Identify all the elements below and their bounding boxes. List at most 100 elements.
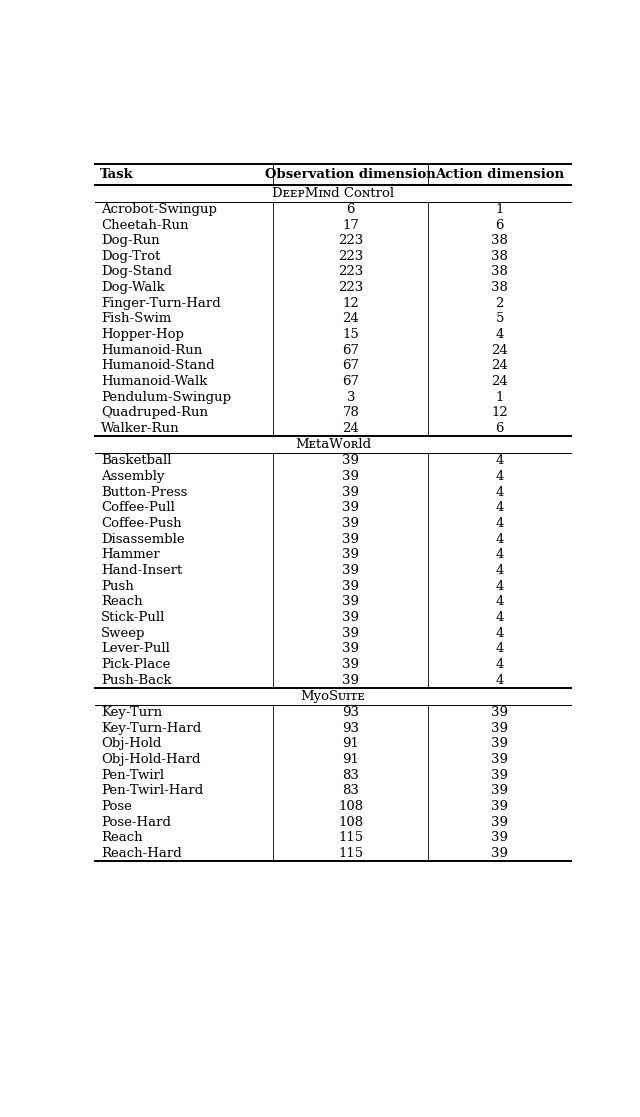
Text: 38: 38: [491, 266, 508, 278]
Text: 39: 39: [342, 517, 359, 531]
Text: 39: 39: [342, 502, 359, 515]
Text: 115: 115: [339, 831, 364, 844]
Text: 15: 15: [342, 328, 359, 341]
Text: Walker-Run: Walker-Run: [101, 422, 179, 435]
Text: 4: 4: [495, 658, 504, 671]
Text: 6: 6: [495, 422, 504, 435]
Text: 24: 24: [342, 422, 359, 435]
Text: 4: 4: [495, 627, 504, 640]
Text: 39: 39: [491, 768, 508, 782]
Text: 78: 78: [342, 407, 359, 419]
Text: Dog-Walk: Dog-Walk: [101, 281, 164, 294]
Text: Action dimension: Action dimension: [435, 168, 564, 181]
Text: 3: 3: [347, 391, 355, 403]
Text: 4: 4: [495, 455, 504, 467]
Text: Coffee-Pull: Coffee-Pull: [101, 502, 175, 515]
Text: Pose-Hard: Pose-Hard: [101, 815, 171, 829]
Text: 39: 39: [491, 815, 508, 829]
Text: Pick-Place: Pick-Place: [101, 658, 170, 671]
Text: 24: 24: [342, 313, 359, 325]
Text: Dog-Stand: Dog-Stand: [101, 266, 172, 278]
Text: Dog-Trot: Dog-Trot: [101, 250, 160, 262]
Text: 93: 93: [342, 722, 359, 735]
Text: 24: 24: [492, 375, 508, 388]
Text: 223: 223: [338, 266, 364, 278]
Text: 67: 67: [342, 375, 359, 388]
Text: Push-Back: Push-Back: [101, 674, 172, 687]
Text: 39: 39: [491, 737, 508, 751]
Text: 4: 4: [495, 595, 504, 609]
Text: Assembly: Assembly: [101, 470, 164, 484]
Text: Stick-Pull: Stick-Pull: [101, 611, 165, 624]
Text: 4: 4: [495, 517, 504, 531]
Text: 39: 39: [342, 642, 359, 656]
Text: 91: 91: [342, 737, 359, 751]
Text: Coffee-Push: Coffee-Push: [101, 517, 182, 531]
Text: Key-Turn: Key-Turn: [101, 706, 162, 719]
Text: Hopper-Hop: Hopper-Hop: [101, 328, 184, 341]
Text: Pen-Twirl: Pen-Twirl: [101, 768, 164, 782]
Text: Key-Turn-Hard: Key-Turn-Hard: [101, 722, 201, 735]
Text: 4: 4: [495, 642, 504, 656]
Text: Task: Task: [100, 168, 134, 181]
Text: 39: 39: [491, 706, 508, 719]
Text: 39: 39: [342, 470, 359, 484]
Text: 4: 4: [495, 611, 504, 624]
Text: Lever-Pull: Lever-Pull: [101, 642, 170, 656]
Text: 91: 91: [342, 753, 359, 766]
Text: 39: 39: [342, 548, 359, 562]
Text: Pose: Pose: [101, 800, 132, 813]
Text: 39: 39: [342, 658, 359, 671]
Text: Cheetah-Run: Cheetah-Run: [101, 219, 188, 231]
Text: 39: 39: [342, 564, 359, 577]
Text: Obj-Hold: Obj-Hold: [101, 737, 161, 751]
Text: 24: 24: [492, 344, 508, 356]
Text: Reach-Hard: Reach-Hard: [101, 847, 182, 860]
Text: 39: 39: [342, 627, 359, 640]
Text: 39: 39: [342, 611, 359, 624]
Text: 12: 12: [492, 407, 508, 419]
Text: 4: 4: [495, 548, 504, 562]
Text: 39: 39: [342, 674, 359, 687]
Text: 223: 223: [338, 281, 364, 294]
Text: 4: 4: [495, 533, 504, 546]
Text: 24: 24: [492, 360, 508, 372]
Text: Fish-Swim: Fish-Swim: [101, 313, 171, 325]
Text: Disassemble: Disassemble: [101, 533, 184, 546]
Text: 39: 39: [342, 533, 359, 546]
Text: Button-Press: Button-Press: [101, 486, 188, 499]
Text: 67: 67: [342, 360, 359, 372]
Text: 4: 4: [495, 470, 504, 484]
Text: Sweep: Sweep: [101, 627, 145, 640]
Text: Hand-Insert: Hand-Insert: [101, 564, 182, 577]
Text: 223: 223: [338, 235, 364, 247]
Text: Humanoid-Stand: Humanoid-Stand: [101, 360, 214, 372]
Text: 83: 83: [342, 784, 359, 798]
Text: 83: 83: [342, 768, 359, 782]
Text: Basketball: Basketball: [101, 455, 172, 467]
Text: 1: 1: [495, 391, 504, 403]
Text: 223: 223: [338, 250, 364, 262]
Text: 108: 108: [339, 815, 364, 829]
Text: DᴇᴇᴘMɪɴd Cᴏɴtrol: DᴇᴇᴘMɪɴd Cᴏɴtrol: [272, 187, 394, 200]
Text: 4: 4: [495, 674, 504, 687]
Text: Observation dimension: Observation dimension: [266, 168, 436, 181]
Text: 39: 39: [491, 784, 508, 798]
Text: 4: 4: [495, 564, 504, 577]
Text: 39: 39: [491, 831, 508, 844]
Text: 38: 38: [491, 250, 508, 262]
Text: 38: 38: [491, 281, 508, 294]
Text: Reach: Reach: [101, 831, 143, 844]
Text: 6: 6: [347, 203, 355, 216]
Text: Pendulum-Swingup: Pendulum-Swingup: [101, 391, 231, 403]
Text: MᴇtaWᴏʀld: MᴇtaWᴏʀld: [295, 438, 371, 451]
Text: 4: 4: [495, 580, 504, 593]
Text: 39: 39: [342, 595, 359, 609]
Text: Push: Push: [101, 580, 134, 593]
Text: 115: 115: [339, 847, 364, 860]
Text: MyᴏSᴜɪᴛᴇ: MyᴏSᴜɪᴛᴇ: [301, 690, 365, 703]
Text: 39: 39: [491, 722, 508, 735]
Text: 2: 2: [495, 297, 504, 309]
Text: 67: 67: [342, 344, 359, 356]
Text: 4: 4: [495, 328, 504, 341]
